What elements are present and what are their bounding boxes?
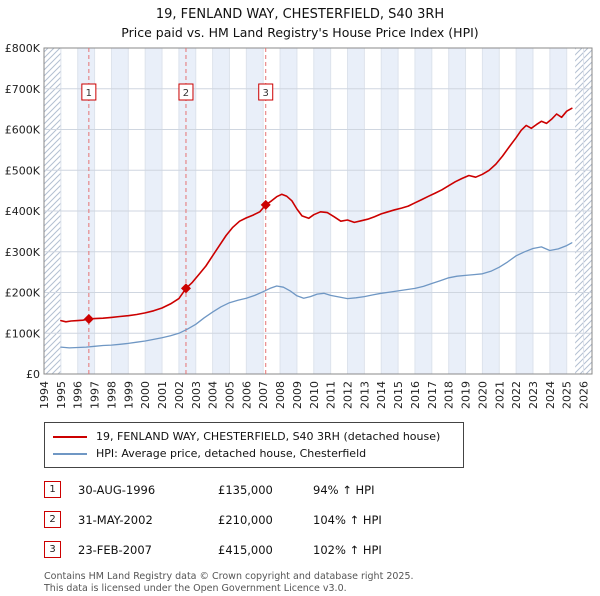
sale-price: £135,000 <box>218 482 273 497</box>
sale-price: £415,000 <box>218 542 273 557</box>
sale-marker-3: 3 <box>44 541 61 558</box>
sale-marker-1: 1 <box>44 481 61 498</box>
plot-border <box>43 47 593 375</box>
x-axis-label: 1994 <box>38 381 51 409</box>
sale-flag-number: 3 <box>263 88 269 99</box>
legend-row-property: 19, FENLAND WAY, CHESTERFIELD, S40 3RH (… <box>53 428 455 445</box>
x-axis-labels: 1994 1995 1996 1997 1998 1999 2000 2001 2002 2003… <box>38 381 591 409</box>
x-axis-label: 2025 <box>561 381 574 409</box>
sale-price: £210,000 <box>218 512 273 527</box>
x-axis-label: 2021 <box>493 381 506 409</box>
x-axis-label: 2019 <box>460 381 473 409</box>
x-axis-label: 2011 <box>325 381 338 409</box>
legend-row-hpi: HPI: Average price, detached house, Ches… <box>53 445 455 462</box>
x-axis-label: 2009 <box>291 381 304 409</box>
y-axis-label: £800K <box>5 42 41 55</box>
footer-line-1: Contains HM Land Registry data © Crown c… <box>44 571 414 582</box>
chart-area: £0 £100K £200K £300K £400K £500K £600K £700K £80… <box>0 42 600 420</box>
y-axis-label: £100K <box>5 327 41 340</box>
sale-flag-number: 1 <box>86 88 92 99</box>
sale-hpi-delta: 102% ↑ HPI <box>313 542 382 557</box>
legend-label-property: 19, FENLAND WAY, CHESTERFIELD, S40 3RH (… <box>96 430 441 443</box>
x-axis-label: 2015 <box>392 381 405 409</box>
x-axis-label: 2012 <box>342 381 355 409</box>
y-axis-label: £300K <box>5 246 41 259</box>
x-axis-label: 2003 <box>190 381 203 409</box>
series-line <box>60 107 573 323</box>
x-axis-label: 2000 <box>139 381 152 409</box>
x-axis-label: 2023 <box>527 381 540 409</box>
sale-date: 31-MAY-2002 <box>78 512 153 527</box>
sale-date: 30-AUG-1996 <box>78 482 156 497</box>
sale-flag-box <box>178 83 194 101</box>
sale-hpi-delta: 94% ↑ HPI <box>313 482 375 497</box>
x-axis-label: 2004 <box>207 381 220 409</box>
blue-line-swatch <box>53 452 87 455</box>
x-axis-label: 2005 <box>223 381 236 409</box>
sale-flag-number: 2 <box>183 88 189 99</box>
gridlines <box>43 47 592 375</box>
x-axis-label: 2016 <box>409 381 422 409</box>
x-axis-label: 2026 <box>578 381 591 409</box>
legend: 19, FENLAND WAY, CHESTERFIELD, S40 3RH (… <box>44 422 464 468</box>
page-title: 19, FENLAND WAY, CHESTERFIELD, S40 3RH <box>155 7 445 22</box>
x-axis-label: 2018 <box>443 381 456 409</box>
sale-flag-box <box>258 83 274 101</box>
x-axis-label: 1999 <box>122 381 135 409</box>
x-axis-label: 1997 <box>89 381 102 409</box>
table-row: 3 23-FEB-2007 £415,000 102% ↑ HPI <box>44 541 600 558</box>
y-axis-label: £200K <box>5 287 41 300</box>
series-line <box>60 242 573 349</box>
chart-header: 19, FENLAND WAY, CHESTERFIELD, S40 3RH P… <box>0 0 600 40</box>
x-axis-label: 2001 <box>156 381 169 409</box>
sale-date: 23-FEB-2007 <box>78 542 152 557</box>
x-axis-label: 2020 <box>476 381 489 409</box>
sale-point-marker <box>83 313 94 324</box>
y-axis-label: £700K <box>5 83 41 96</box>
y-axis-label: £600K <box>5 124 41 137</box>
sale-lines: 1 2 3 <box>81 48 274 374</box>
x-axis-label: 2022 <box>510 381 523 409</box>
x-axis-label: 2017 <box>426 381 439 409</box>
y-axis-label: £0 <box>26 368 40 381</box>
sale-marker-2: 2 <box>44 511 61 528</box>
sale-point-marker <box>180 283 191 294</box>
attribution-footer: Contains HM Land Registry data © Crown c… <box>44 571 600 596</box>
x-axis-label: 1996 <box>72 381 85 409</box>
y-axis-label: £500K <box>5 164 41 177</box>
footer-line-2: This data is licensed under the Open Gov… <box>44 583 347 595</box>
red-line-swatch <box>53 435 87 438</box>
x-axis-label: 2007 <box>257 381 270 409</box>
price-chart: £0 £100K £200K £300K £400K £500K £600K £700K £80… <box>5 42 593 409</box>
x-axis-label: 1998 <box>105 381 118 409</box>
x-axis-label: 2014 <box>375 381 388 409</box>
x-axis-label: 2006 <box>240 381 253 409</box>
x-axis-label: 2008 <box>274 381 287 409</box>
sales-table: 1 30-AUG-1996 £135,000 94% ↑ HPI 2 31-MA… <box>44 481 600 558</box>
page-subtitle: Price paid vs. HM Land Registry's House … <box>121 25 479 40</box>
x-axis-label: 2013 <box>358 381 371 409</box>
table-row: 1 30-AUG-1996 £135,000 94% ↑ HPI <box>44 481 600 498</box>
x-axis-label: 2010 <box>308 381 321 409</box>
legend-label-hpi: HPI: Average price, detached house, Ches… <box>96 447 367 460</box>
sale-hpi-delta: 104% ↑ HPI <box>313 512 382 527</box>
sale-markers <box>83 199 271 324</box>
table-row: 2 31-MAY-2002 £210,000 104% ↑ HPI <box>44 511 600 528</box>
x-axis-label: 2002 <box>173 381 186 409</box>
sale-point-marker <box>260 199 271 210</box>
y-axis-label: £400K <box>5 205 41 218</box>
sale-flag-box <box>81 83 97 101</box>
x-axis-label: 2024 <box>544 381 557 409</box>
x-axis-label: 1995 <box>55 381 68 409</box>
series-lines <box>60 107 573 349</box>
